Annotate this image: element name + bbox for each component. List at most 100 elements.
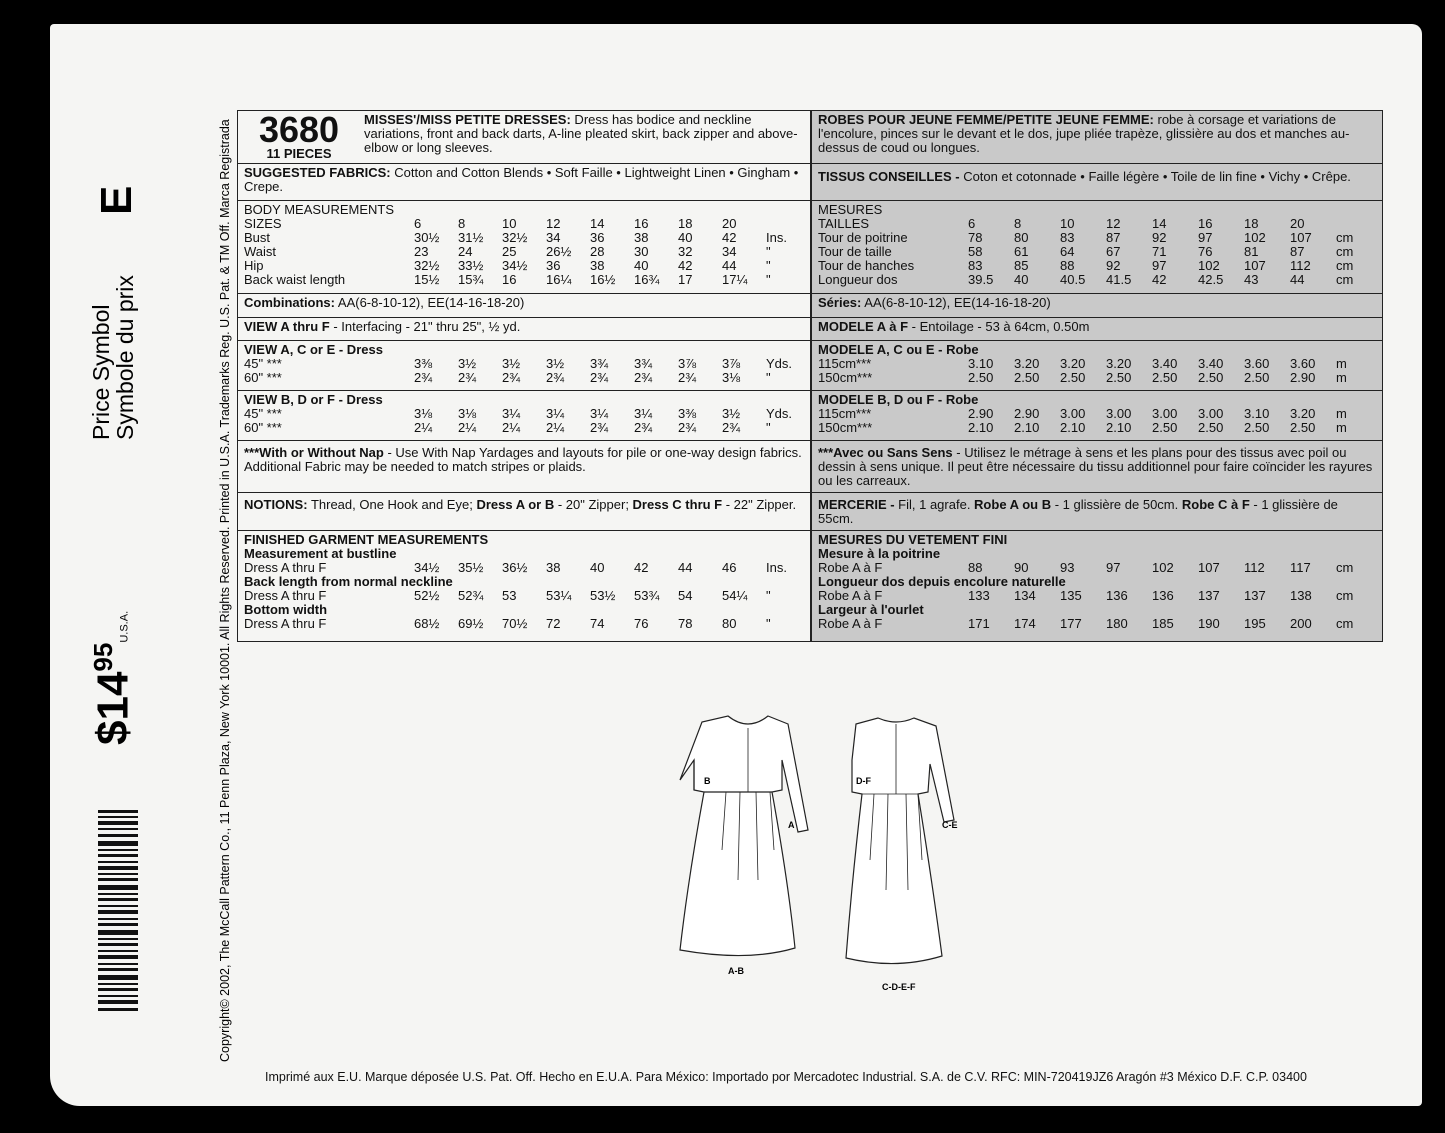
value: 40 — [1014, 272, 1029, 287]
value: 102 — [1152, 560, 1174, 575]
value: 190 — [1198, 616, 1220, 631]
value: 2.50 — [1060, 370, 1086, 385]
value: 3¾ — [590, 356, 609, 371]
value: 12 — [546, 216, 561, 231]
value: 112 — [1290, 258, 1311, 273]
yardage-bdf: MODELE B, D ou F - Robe 115cm*** 2.90 2.90 3… — [812, 391, 1382, 441]
value: 3.10 — [1244, 406, 1270, 421]
value: 34 — [546, 230, 561, 245]
unit: m — [1336, 406, 1347, 421]
measure-row: Dress A thru F 68½ 69½ 70½ 72 74 76 78 80 " — [244, 617, 804, 631]
yardage-bdf: VIEW B, D or F - Dress 45" *** 3⅛ 3⅛ 3¼ 3¼ 3¼ 3… — [238, 391, 810, 441]
label: VIEW A thru F — [244, 319, 330, 334]
combinations-section: Combinations: AA(6-8-10-12), EE(14-16-18… — [238, 294, 810, 318]
value: 83 — [968, 258, 983, 273]
unit: m — [1336, 370, 1347, 385]
row-label: 115cm*** — [818, 356, 872, 371]
label: Dress A or B — [476, 497, 555, 512]
value: 2.50 — [1198, 370, 1224, 385]
value: 3.20 — [1060, 356, 1086, 371]
value: 39.5 — [968, 272, 994, 287]
text: - Interfacing - 21" thru 25", ½ yd. — [329, 319, 521, 334]
label: Dress C thru F — [632, 497, 723, 512]
value: 36½ — [502, 560, 528, 575]
section-heading: MESURES — [818, 202, 883, 217]
measure-row: Robe A à F 133 134 135 136 136 137 137 138 cm — [818, 589, 1376, 603]
label: Séries: — [818, 295, 862, 310]
value: 32½ — [414, 258, 440, 273]
value: 2¾ — [502, 370, 521, 385]
body-measurements: BODY MEASUREMENTS SIZES 6 8 10 12 14 16 18 20 Bust… — [238, 201, 810, 294]
unit: cm — [1336, 560, 1354, 575]
value: 68½ — [414, 616, 440, 631]
value: 14 — [590, 216, 605, 231]
measure-row: 150cm*** 2.50 2.50 2.50 2.50 2.50 2.50 2.50 2.90… — [818, 371, 1376, 385]
value: 80 — [722, 616, 737, 631]
value: 2.10 — [1060, 420, 1086, 435]
nap-section: ***Avec ou Sans Sens - Utilisez le métra… — [812, 441, 1382, 493]
measure-row: TAILLES 6 8 10 12 14 16 18 20 — [818, 217, 1376, 231]
measure-row: 60" *** 2¾ 2¾ 2¾ 2¾ 2¾ 2¾ 2¾ 3⅛ " — [244, 371, 804, 385]
value: 92 — [1106, 258, 1121, 273]
value: 2.90 — [1014, 406, 1040, 421]
value: 34½ — [414, 560, 440, 575]
measure-row: 45" *** 3⅜ 3½ 3½ 3½ 3¾ 3¾ 3⅞ 3⅞ Yds. — [244, 357, 804, 371]
row-label: Tour de hanches — [818, 258, 915, 273]
value: 35½ — [458, 560, 484, 575]
body-measurements: MESURES TAILLES 6 8 10 12 14 16 18 20 Tour de poit… — [812, 201, 1382, 294]
row-label: 45" *** — [244, 356, 282, 371]
value: 52½ — [414, 588, 440, 603]
subheading: Back length from normal neckline — [244, 574, 453, 589]
unit: cm — [1336, 258, 1354, 273]
value: 133 — [968, 588, 990, 603]
row-label: Tour de poitrine — [818, 230, 908, 245]
value: 78 — [968, 230, 983, 245]
text: - Use With Nap Yardages and layouts for … — [244, 445, 802, 474]
value: 54 — [678, 588, 693, 603]
measure-row: Longueur dos 39.5 40 40.5 41.5 42 42.5 43 44 cm — [818, 273, 1376, 287]
technical-drawings: B A A-B D-F C-E C-D-E-F — [679, 715, 958, 990]
value: 6 — [414, 216, 422, 231]
measure-row: 60" *** 2¼ 2¼ 2¼ 2¼ 2¾ 2¾ 2¾ 2¾ " — [244, 421, 804, 435]
text: Thread, One Hook and Eye; — [307, 497, 477, 512]
value: 23 — [414, 244, 429, 259]
section-heading: FINISHED GARMENT MEASUREMENTS — [244, 532, 489, 547]
pattern-number: 3680 — [258, 111, 340, 150]
value: 40.5 — [1060, 272, 1086, 287]
value: 3½ — [546, 356, 565, 371]
value: 3.20 — [1290, 406, 1316, 421]
value: 30½ — [414, 230, 440, 245]
subheading: Measurement at bustline — [244, 546, 397, 561]
value: 28 — [590, 244, 605, 259]
fabrics-section: TISSUS CONSEILLES - Coton et cotonnade •… — [812, 164, 1382, 201]
text: - 22" Zipper. — [722, 497, 797, 512]
value: 44 — [1290, 272, 1305, 287]
value: 3¼ — [590, 406, 609, 421]
value: 58 — [968, 244, 983, 259]
price-country: U.S.A. — [118, 610, 131, 643]
subheading: Longueur dos depuis encolure naturelle — [818, 574, 1066, 589]
value: 53½ — [590, 588, 616, 603]
pattern-pieces: 11 PIECES — [266, 146, 332, 161]
value: 24 — [458, 244, 473, 259]
unit: " — [766, 588, 771, 603]
value: 33½ — [458, 258, 484, 273]
interfacing-section: MODELE A à F - Entoilage - 53 à 64cm, 0.… — [812, 318, 1382, 341]
row-label: Tour de taille — [818, 244, 892, 259]
value: 40 — [678, 230, 693, 245]
value: 17¼ — [722, 272, 748, 287]
value: 3⅞ — [722, 356, 741, 371]
value: 2¾ — [634, 370, 653, 385]
price-symbol-fr: Symbole du prix — [112, 275, 138, 440]
unit: cm — [1336, 244, 1354, 259]
value: 200 — [1290, 616, 1312, 631]
value: 16 — [1198, 216, 1213, 231]
text: Coton et cotonnade • Faille légère • Toi… — [959, 169, 1351, 184]
value: 3¼ — [546, 406, 565, 421]
barcode — [98, 810, 138, 1011]
unit: cm — [1336, 272, 1354, 287]
fabrics-section: SUGGESTED FABRICS: Cotton and Cotton Ble… — [238, 164, 810, 201]
text: AA(6-8-10-12), EE(14-16-18-20) — [861, 295, 1051, 310]
unit: m — [1336, 420, 1347, 435]
value: 174 — [1014, 616, 1036, 631]
